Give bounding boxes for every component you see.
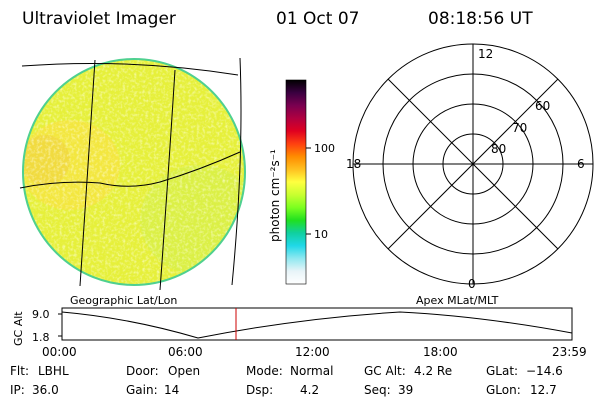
- timeline-ytick-max: 9.0: [32, 308, 50, 321]
- geographic-grid: [19, 57, 242, 291]
- info-glon-label: GLon:: [486, 383, 521, 397]
- polar-ring-70: 70: [512, 121, 527, 135]
- info-dsp-label: Dsp:: [246, 383, 273, 397]
- info-glat-value: −14.6: [526, 364, 563, 378]
- info-gain-label: Gain:: [126, 383, 158, 397]
- timeline-xtick-0000: 00:00: [42, 345, 77, 359]
- polar-label-18: 18: [346, 157, 361, 171]
- timeline-left-caption: Geographic Lat/Lon: [70, 294, 177, 307]
- polar-label-6: 6: [577, 157, 585, 171]
- info-mode-value: Normal: [290, 364, 333, 378]
- info-ip-value: 36.0: [32, 383, 59, 397]
- timeline-xtick-0600: 06:00: [168, 345, 203, 359]
- orbit-timeline: [58, 307, 573, 341]
- polar-ring-80: 80: [491, 142, 506, 156]
- date-label: 01 Oct 07: [276, 9, 359, 29]
- info-flt-label: Flt:: [10, 364, 29, 378]
- instrument-title: Ultraviolet Imager: [22, 9, 176, 29]
- uv-earth-image: [22, 58, 246, 286]
- polar-plot: [352, 43, 594, 285]
- info-gcalt-label: GC Alt:: [364, 364, 406, 378]
- timeline-ytick-min: 1.8: [32, 331, 50, 344]
- timeline-xtick-1200: 12:00: [295, 345, 330, 359]
- colorbar-tick-100: 100: [314, 142, 335, 155]
- info-flt-value: LBHL: [38, 364, 69, 378]
- info-gcalt-value: 4.2 Re: [414, 364, 452, 378]
- info-dsp-value: 4.2: [300, 383, 319, 397]
- timeline-xtick-1800: 18:00: [423, 345, 458, 359]
- time-label: 08:18:56 UT: [428, 9, 533, 29]
- timeline-xtick-2359: 23:59: [552, 345, 587, 359]
- info-glon-value: 12.7: [530, 383, 557, 397]
- info-glat-label: GLat:: [486, 364, 518, 378]
- info-door-value: Open: [168, 364, 200, 378]
- polar-label-0: 0: [468, 277, 476, 291]
- info-gain-value: 14: [164, 383, 179, 397]
- info-ip-label: IP:: [10, 383, 25, 397]
- colorbar: 100 10 photon cm⁻²s⁻¹: [268, 79, 335, 285]
- info-seq-label: Seq:: [364, 383, 391, 397]
- timeline-right-caption: Apex MLat/MLT: [416, 294, 499, 307]
- polar-ring-60: 60: [535, 99, 550, 113]
- info-mode-label: Mode:: [246, 364, 283, 378]
- colorbar-unit-label: photon cm⁻²s⁻¹: [268, 149, 282, 242]
- polar-label-12: 12: [478, 47, 493, 61]
- info-panel: Flt: LBHL Door: Open Mode: Normal GC Alt…: [10, 364, 563, 397]
- colorbar-tick-10: 10: [314, 228, 328, 241]
- info-door-label: Door:: [126, 364, 159, 378]
- timeline-axis-label: GC Alt: [12, 311, 25, 346]
- info-seq-value: 39: [398, 383, 413, 397]
